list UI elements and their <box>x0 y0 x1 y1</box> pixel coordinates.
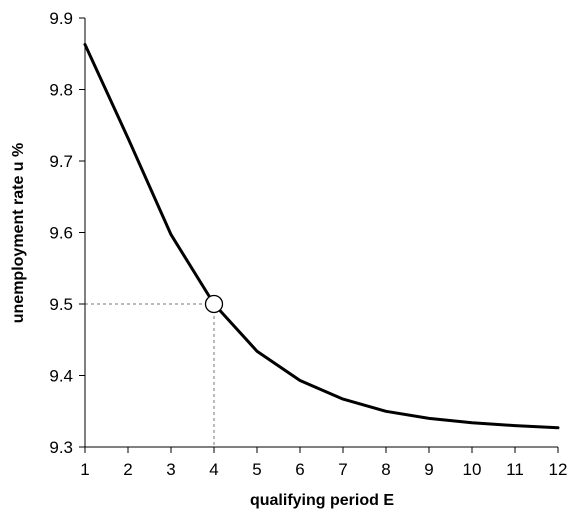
x-tick-label: 9 <box>424 460 433 479</box>
series-line <box>83 43 560 430</box>
x-axis-title: qualifying period E <box>250 492 394 509</box>
y-tick-label: 9.9 <box>49 9 73 28</box>
x-tick-label: 1 <box>80 460 89 479</box>
y-tick-label: 9.7 <box>49 152 73 171</box>
x-tick-label: 2 <box>123 460 132 479</box>
x-tick-label: 3 <box>166 460 175 479</box>
x-tick-label: 12 <box>549 460 568 479</box>
x-tick-label: 4 <box>209 460 218 479</box>
y-tick-label: 9.5 <box>49 295 73 314</box>
y-tick-label: 9.6 <box>49 224 73 243</box>
axes <box>84 18 558 448</box>
guide-lines <box>85 303 215 447</box>
x-tick-label: 7 <box>338 460 347 479</box>
x-tick-label: 8 <box>381 460 390 479</box>
x-tick-label: 11 <box>506 460 524 479</box>
x-tick-label: 6 <box>295 460 304 479</box>
marker-group <box>204 294 224 314</box>
x-tick-label: 5 <box>252 460 261 479</box>
y-axis-ticks: 9.3 9.4 9.5 9.6 9.7 9.8 9.9 <box>49 9 85 457</box>
y-axis-title: unemployment rate u % <box>10 143 27 323</box>
highlight-point <box>204 294 224 314</box>
y-tick-label: 9.3 <box>49 438 73 457</box>
x-tick-label: 10 <box>463 460 482 479</box>
x-axis-ticks: 1 2 3 4 5 6 7 8 9 10 11 12 <box>80 447 567 479</box>
y-tick-label: 9.8 <box>49 81 73 100</box>
series-group <box>83 43 560 430</box>
y-tick-label: 9.4 <box>49 367 73 386</box>
